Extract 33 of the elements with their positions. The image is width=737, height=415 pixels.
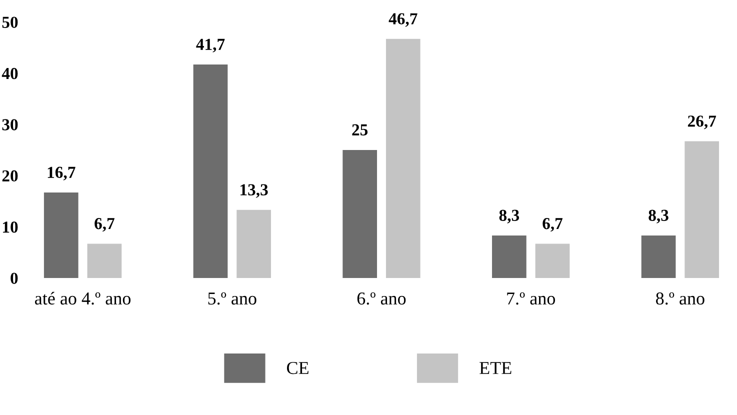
- data-label: 8,3: [648, 210, 668, 224]
- data-label: 8,3: [499, 210, 520, 224]
- x-tick-label: 8.º ano: [656, 292, 704, 305]
- bar: [684, 141, 720, 278]
- x-tick-label: até ao 4.º ano: [35, 292, 131, 305]
- data-label: 13,3: [240, 184, 268, 198]
- x-tick-label: 5.º ano: [208, 292, 256, 305]
- data-label: 41,7: [196, 38, 225, 52]
- bar: [535, 244, 570, 278]
- bar: [641, 236, 676, 278]
- bar: [87, 244, 122, 278]
- y-tick-label: 10: [3, 222, 18, 233]
- data-label: 46,7: [388, 13, 418, 27]
- bar: [193, 64, 228, 278]
- bar: [342, 150, 378, 278]
- x-tick-label: 7.º ano: [507, 292, 556, 305]
- bar: [386, 38, 420, 278]
- y-tick-label: 20: [2, 170, 18, 182]
- y-tick-label: 0: [10, 272, 18, 284]
- data-label: 6,7: [542, 218, 563, 232]
- data-label: 25: [352, 124, 368, 136]
- data-label: 16,7: [48, 166, 76, 180]
- data-label: 6,7: [94, 218, 114, 232]
- y-tick-label: 50: [2, 16, 18, 28]
- data-label: 26,7: [688, 116, 716, 130]
- bar: [236, 210, 271, 278]
- legend-label: CE: [286, 362, 308, 374]
- legend-label: ETE: [480, 362, 512, 374]
- bar: [492, 236, 526, 278]
- y-tick-label: 30: [2, 119, 18, 130]
- y-tick-label: 40: [2, 68, 18, 80]
- bar: [44, 192, 78, 278]
- x-tick-label: 6.º ano: [357, 292, 406, 305]
